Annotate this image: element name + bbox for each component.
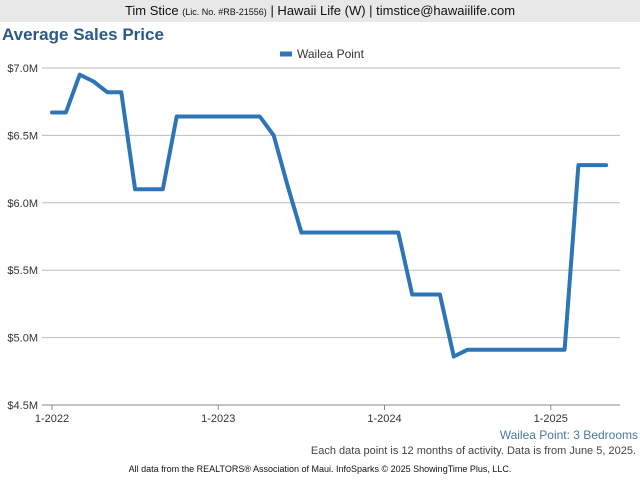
y-tick-label: $6.5M — [7, 130, 38, 142]
agent-header-bar: Tim Stice (Lic. No. #RB-21556) | Hawaii … — [0, 0, 640, 22]
y-tick-label: $6.0M — [7, 198, 38, 210]
y-tick-label: $7.0M — [7, 63, 38, 75]
y-tick-label: $5.0M — [7, 333, 38, 345]
chart-title: Average Sales Price — [2, 25, 164, 44]
y-tick-label: $5.5M — [7, 265, 38, 277]
footer-credits: All data from the REALTORS® Association … — [128, 464, 512, 474]
data-note: Each data point is 12 months of activity… — [310, 445, 636, 457]
agent-details: | Hawaii Life (W) | timstice@hawaiilife.… — [270, 3, 516, 18]
legend-label: Wailea Point — [297, 47, 365, 61]
x-tick-label: 1-2023 — [201, 413, 235, 425]
x-tick-label: 1-2022 — [35, 413, 69, 425]
x-tick-label: 1-2025 — [534, 413, 568, 425]
chart-subtitle: Wailea Point: 3 Bedrooms — [499, 428, 638, 442]
x-tick-label: 1-2024 — [367, 413, 401, 425]
series-line-wailea-point — [50, 72, 609, 359]
y-tick-label: $4.5M — [7, 400, 38, 412]
agent-name: Tim Stice — [124, 3, 179, 18]
license-number: (Lic. No. #RB-21556) — [182, 7, 267, 17]
